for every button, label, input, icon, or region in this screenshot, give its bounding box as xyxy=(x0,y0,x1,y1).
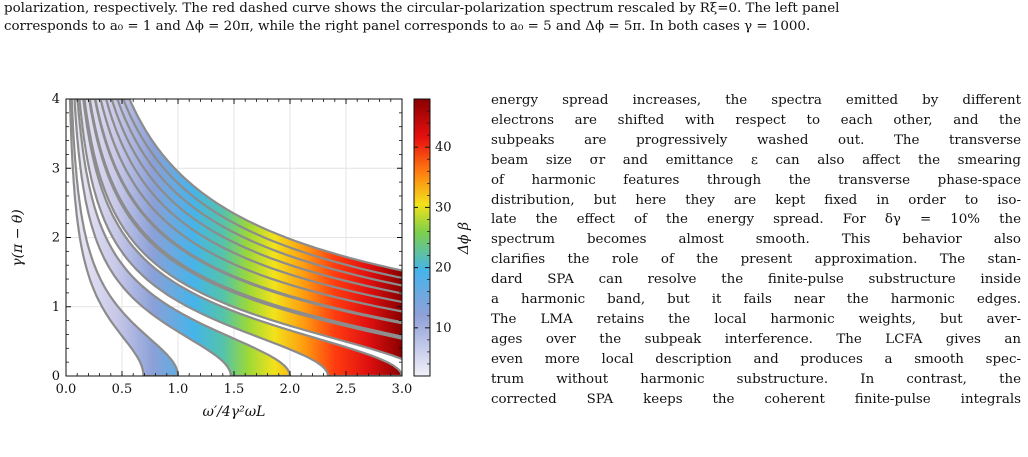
body-text-line: even more local description and produces… xyxy=(491,351,1021,367)
harmonic-band-4 xyxy=(83,99,402,361)
y-axis-ticks: 0 1 2 3 4 xyxy=(52,92,402,384)
colorbar-ticks: 10 20 30 40 xyxy=(414,110,452,365)
body-text-line: beam size σr and emittance ε can also af… xyxy=(491,152,1021,168)
body-text-line: corrected SPA keeps the coherent finite-… xyxy=(491,391,1021,407)
y-tick-label: 2 xyxy=(52,231,60,246)
harmonic-bands xyxy=(68,99,402,376)
y-tick-label: 4 xyxy=(52,92,60,107)
body-text-line: The LMA retains the local harmonic weigh… xyxy=(491,311,1021,327)
body-text-line: spectrum becomes almost smooth. This beh… xyxy=(491,232,1021,248)
x-tick-label: 2.0 xyxy=(280,382,301,397)
body-text-line: dard SPA can resolve the finite-pulse su… xyxy=(491,272,1021,288)
harmonic-band-2 xyxy=(73,99,292,376)
body-text-column: energy spread increases, the spectra emi… xyxy=(491,91,1021,410)
x-tick-label: 3.0 xyxy=(392,382,413,397)
x-tick-label: 0.0 xyxy=(56,382,77,397)
colorbar xyxy=(413,98,431,377)
y-tick-label: 1 xyxy=(52,300,60,315)
caption-line: polarization, respectively. The red dash… xyxy=(4,1,840,16)
caption-line: corresponds to a₀ = 1 and Δϕ = 20π, whil… xyxy=(4,19,811,34)
figure-caption: polarization, respectively. The red dash… xyxy=(4,0,1024,36)
body-text-line: subpeaks are progressively washed out. T… xyxy=(491,132,1021,148)
harmonic-band-1 xyxy=(68,99,180,376)
colorbar-tick-label: 30 xyxy=(435,200,452,215)
body-text-line: late the effect of the energy spread. Fo… xyxy=(491,212,1021,228)
colorbar-tick-label: 10 xyxy=(435,321,452,336)
body-text-line: ages over the subpeak interference. The … xyxy=(491,331,1021,347)
colorbar-tick-label: 40 xyxy=(435,140,452,155)
body-text-line: trum without harmonic substructure. In c… xyxy=(491,371,1021,387)
figure-panel: 0.0 0.5 1.0 1.5 2.0 2.5 3.0 0 1 2 3 4 ω′/4γ²ωL γ(π… xyxy=(10,92,472,420)
y-tick-label: 3 xyxy=(52,161,60,176)
harmonic-band-3 xyxy=(78,99,402,376)
x-tick-label: 0.5 xyxy=(112,382,133,397)
body-text-line: electrons are shifted with respect to ea… xyxy=(491,112,1021,128)
colorbar-tick-label: 20 xyxy=(435,261,452,276)
x-tick-label: 2.5 xyxy=(336,382,357,397)
y-tick-label: 0 xyxy=(52,369,60,384)
body-text-line: a harmonic band, but it fails near the h… xyxy=(491,292,1021,308)
body-text-line: of harmonic features through the transve… xyxy=(491,172,1021,188)
body-text-line: clarifies the role of the present approx… xyxy=(491,252,1021,268)
x-tick-label: 1.5 xyxy=(224,382,245,397)
x-tick-label: 1.0 xyxy=(168,382,189,397)
body-text-line: energy spread increases, the spectra emi… xyxy=(491,93,1021,108)
body-text-line: distribution, but here they are kept fix… xyxy=(491,192,1021,208)
x-axis-ticks: 0.0 0.5 1.0 1.5 2.0 2.5 3.0 xyxy=(56,99,413,397)
colorbar-label: Δϕ β xyxy=(456,222,472,255)
x-axis-label: ω′/4γ²ωL xyxy=(203,404,266,420)
y-axis-label: γ(π − θ) xyxy=(10,209,26,267)
